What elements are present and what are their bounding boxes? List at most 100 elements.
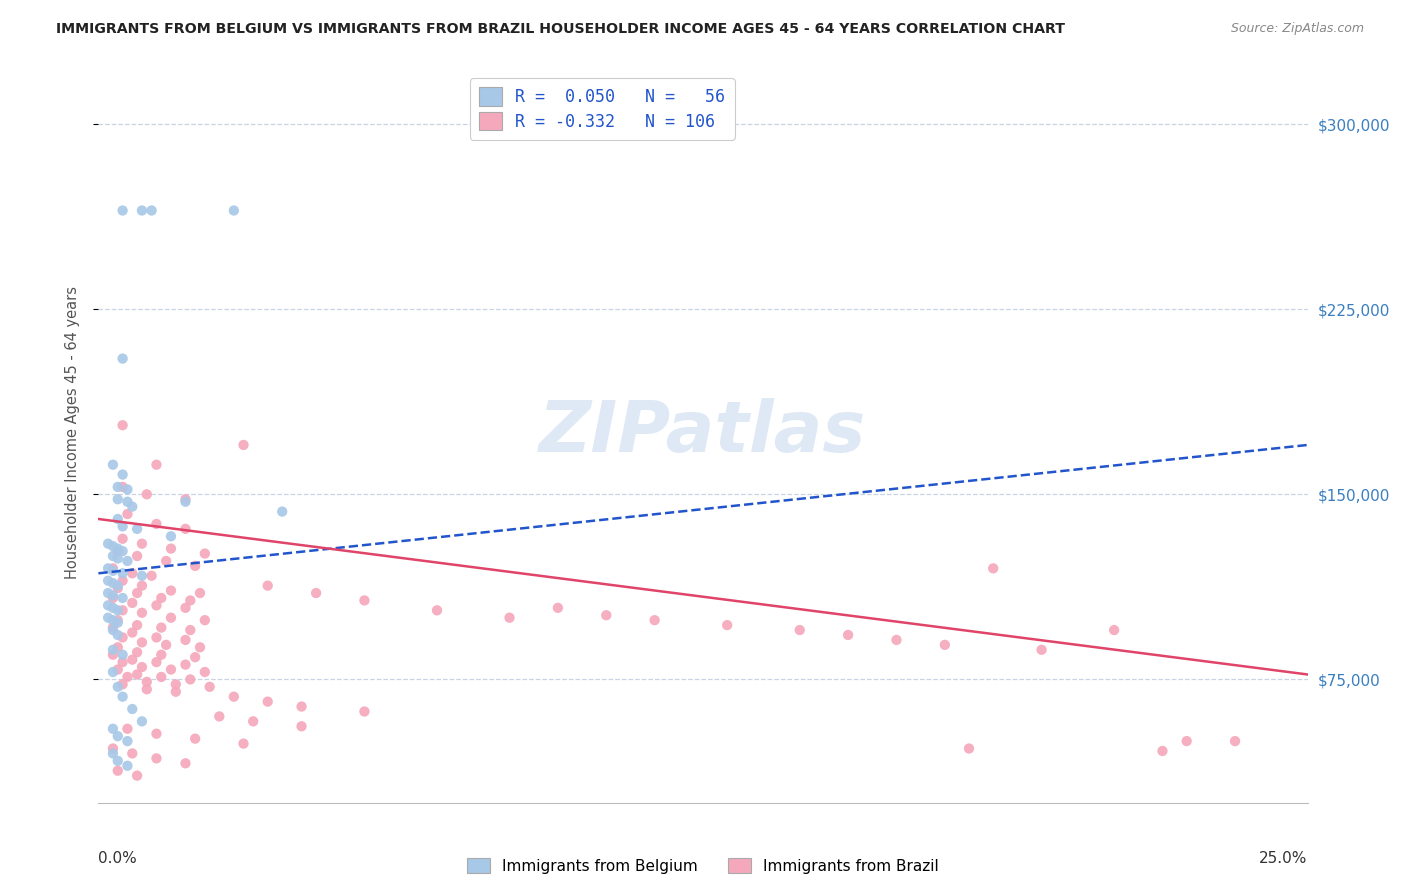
Point xyxy=(135,674,157,689)
Point xyxy=(145,727,167,741)
Point xyxy=(111,532,134,546)
Text: 25.0%: 25.0% xyxy=(1260,851,1308,866)
Point xyxy=(127,769,149,783)
Point xyxy=(179,623,201,637)
Point xyxy=(101,648,124,662)
Point xyxy=(160,610,183,624)
Point xyxy=(107,603,129,617)
Point xyxy=(957,741,980,756)
Point xyxy=(194,665,217,679)
Point xyxy=(97,586,120,600)
Point xyxy=(426,603,449,617)
Point xyxy=(101,591,124,605)
Point xyxy=(107,541,129,556)
Point xyxy=(101,539,124,553)
Point xyxy=(101,665,124,679)
Point xyxy=(107,628,129,642)
Point xyxy=(111,603,134,617)
Point xyxy=(174,494,197,508)
Point xyxy=(111,631,134,645)
Point xyxy=(101,621,124,635)
Text: Source: ZipAtlas.com: Source: ZipAtlas.com xyxy=(1230,22,1364,36)
Point xyxy=(242,714,264,729)
Point xyxy=(256,579,278,593)
Point xyxy=(498,610,520,624)
Point xyxy=(1175,734,1198,748)
Point xyxy=(111,544,134,558)
Point xyxy=(111,574,134,588)
Point xyxy=(353,705,375,719)
Point xyxy=(117,554,139,568)
Point xyxy=(232,737,254,751)
Point xyxy=(155,554,177,568)
Point xyxy=(111,351,134,366)
Text: IMMIGRANTS FROM BELGIUM VS IMMIGRANTS FROM BRAZIL HOUSEHOLDER INCOME AGES 45 - 6: IMMIGRANTS FROM BELGIUM VS IMMIGRANTS FR… xyxy=(56,22,1066,37)
Point xyxy=(198,680,221,694)
Point xyxy=(184,558,207,573)
Point xyxy=(107,512,129,526)
Point xyxy=(107,579,129,593)
Point xyxy=(131,536,153,550)
Point xyxy=(107,754,129,768)
Point xyxy=(97,610,120,624)
Point xyxy=(194,613,217,627)
Point xyxy=(121,500,143,514)
Point xyxy=(184,650,207,665)
Point xyxy=(101,741,124,756)
Point xyxy=(150,591,173,605)
Point xyxy=(107,640,129,655)
Point xyxy=(141,203,163,218)
Point xyxy=(174,756,197,771)
Point xyxy=(101,623,124,637)
Point xyxy=(174,632,197,647)
Point xyxy=(107,544,129,558)
Point xyxy=(111,519,134,533)
Point xyxy=(127,549,149,563)
Point xyxy=(101,600,124,615)
Point xyxy=(121,566,143,581)
Point xyxy=(145,599,167,613)
Legend: R =  0.050   N =   56, R = -0.332   N = 106: R = 0.050 N = 56, R = -0.332 N = 106 xyxy=(470,78,734,140)
Point xyxy=(886,632,908,647)
Point xyxy=(101,561,124,575)
Point xyxy=(131,579,153,593)
Point xyxy=(127,618,149,632)
Point xyxy=(141,568,163,582)
Point xyxy=(184,731,207,746)
Point xyxy=(101,642,124,657)
Point xyxy=(131,203,153,218)
Point xyxy=(121,596,143,610)
Point xyxy=(305,586,328,600)
Point xyxy=(111,677,134,691)
Point xyxy=(101,747,124,761)
Point xyxy=(160,583,183,598)
Point xyxy=(117,734,139,748)
Point xyxy=(121,747,143,761)
Point xyxy=(290,719,312,733)
Point xyxy=(290,699,312,714)
Text: 0.0%: 0.0% xyxy=(98,851,138,866)
Point xyxy=(353,593,375,607)
Point xyxy=(97,599,120,613)
Point xyxy=(179,673,201,687)
Point xyxy=(127,522,149,536)
Point xyxy=(165,685,187,699)
Point xyxy=(101,564,124,578)
Point xyxy=(145,516,167,531)
Point xyxy=(160,529,183,543)
Point xyxy=(547,600,569,615)
Point xyxy=(160,541,183,556)
Point xyxy=(101,549,124,563)
Point xyxy=(716,618,738,632)
Point xyxy=(127,586,149,600)
Point xyxy=(271,505,294,519)
Point xyxy=(117,494,139,508)
Point xyxy=(174,600,197,615)
Point xyxy=(222,690,245,704)
Point xyxy=(981,561,1004,575)
Point xyxy=(131,660,153,674)
Point xyxy=(121,625,143,640)
Point xyxy=(107,680,129,694)
Point xyxy=(111,566,134,581)
Point xyxy=(107,615,129,630)
